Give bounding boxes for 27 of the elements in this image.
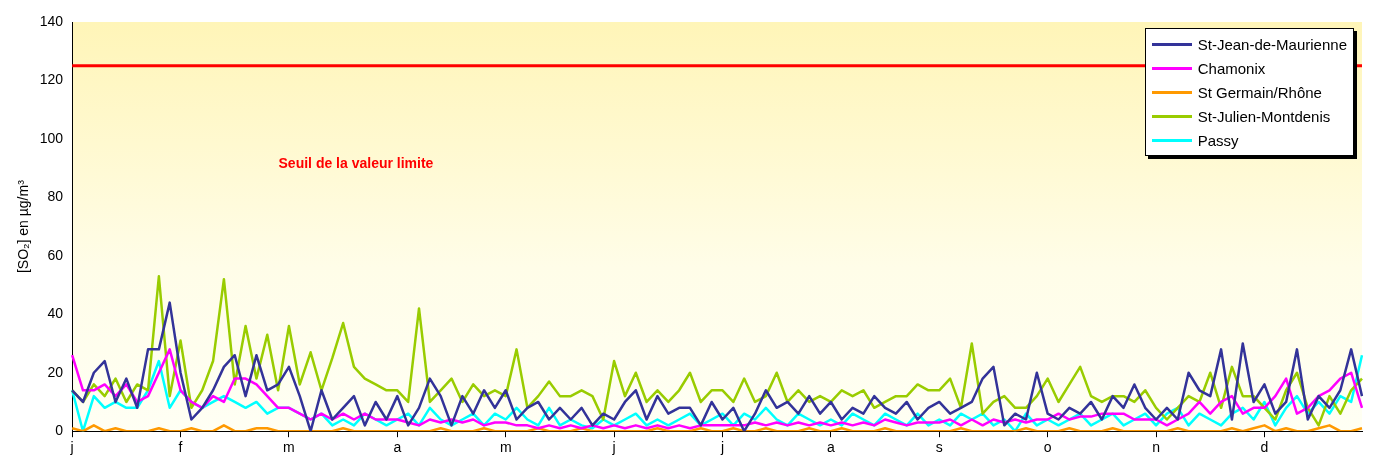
- legend-label: St-Julien-Montdenis: [1197, 107, 1331, 125]
- legend-label: St Germain/Rhône: [1197, 83, 1322, 101]
- y-tick-label: 100: [39, 129, 64, 146]
- x-tick-label: m: [283, 439, 295, 456]
- y-tick-label: 0: [55, 422, 64, 439]
- x-tick-label: n: [1152, 439, 1160, 456]
- x-tick-label: o: [1043, 439, 1052, 456]
- y-tick-label: 120: [39, 71, 64, 88]
- y-tick-label: 40: [47, 305, 64, 322]
- x-tick-label: d: [1260, 439, 1269, 456]
- y-tick-label: 80: [47, 188, 64, 205]
- y-tick-label: 140: [39, 12, 64, 29]
- x-tick-label: f: [178, 439, 183, 456]
- x-tick-label: j: [611, 439, 616, 456]
- x-tick-label: m: [499, 439, 512, 456]
- x-tick-label: s: [935, 439, 943, 456]
- x-tick-label: a: [826, 439, 835, 456]
- x-tick-label: j: [719, 439, 725, 456]
- x-tick-label: j: [69, 439, 74, 456]
- ref-line-label: Seuil de la valeur limite: [278, 154, 434, 171]
- x-tick-label: a: [393, 439, 402, 456]
- legend-label: St-Jean-de-Maurienne: [1197, 35, 1347, 53]
- y-tick-label: 60: [47, 246, 64, 263]
- y-axis-title: [SO₂] en µg/m³: [15, 179, 32, 274]
- legend-label: Passy: [1197, 131, 1239, 149]
- y-tick-label: 20: [47, 363, 64, 380]
- legend-label: Chamonix: [1197, 59, 1266, 77]
